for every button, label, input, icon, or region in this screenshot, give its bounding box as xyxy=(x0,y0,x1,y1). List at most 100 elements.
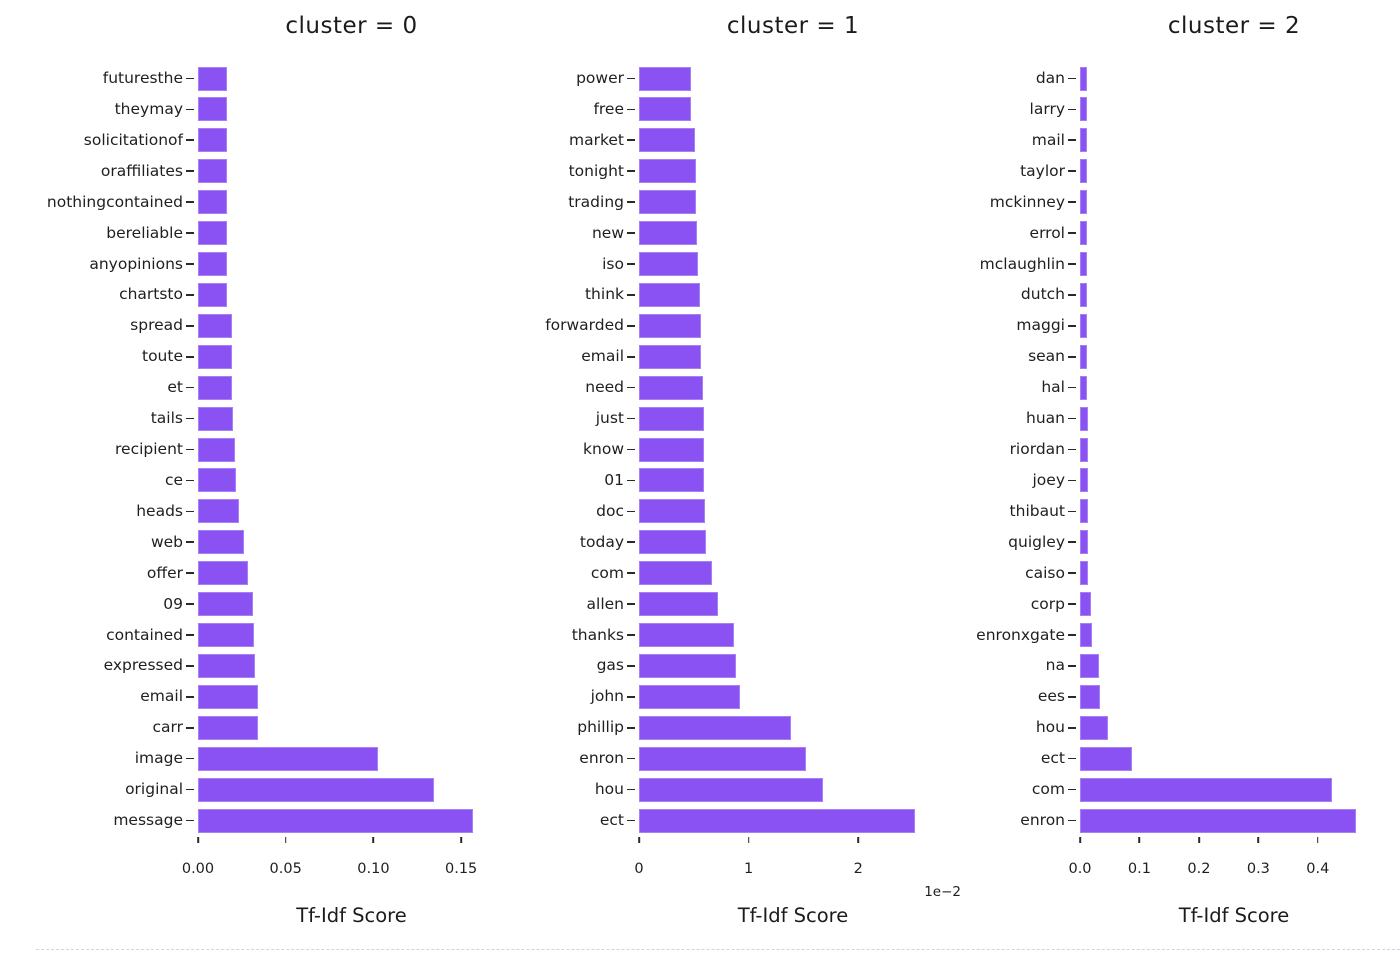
y-tick-label: na xyxy=(1045,656,1065,675)
x-axis-label: Tf-Idf Score xyxy=(737,904,849,927)
bar-row: ect xyxy=(1041,743,1388,774)
bar-row: power xyxy=(576,63,947,94)
bar xyxy=(639,406,704,431)
x-tick xyxy=(1257,837,1260,843)
bar-row: taylor xyxy=(1020,156,1388,187)
y-tick xyxy=(627,665,635,667)
y-tick-label: trading xyxy=(568,192,624,211)
y-tick xyxy=(1068,726,1076,729)
y-tick xyxy=(186,294,194,296)
bar-row: email xyxy=(140,681,505,712)
bar xyxy=(198,715,258,740)
y-tick xyxy=(1068,510,1076,513)
bar xyxy=(198,159,227,184)
bar-row: today xyxy=(580,527,947,558)
y-tick xyxy=(186,510,194,513)
y-tick xyxy=(627,232,635,234)
bar xyxy=(639,684,740,709)
bar-row: just xyxy=(596,403,947,434)
y-tick-label: toute xyxy=(142,347,183,366)
bar xyxy=(1080,715,1109,740)
y-tick-label: ect xyxy=(1040,749,1065,768)
y-tick-label: bereliable xyxy=(106,223,183,242)
y-tick xyxy=(1068,819,1076,822)
bar-row: bereliable xyxy=(106,218,505,249)
plot-area-cluster-2: dan larry mail taylor mckinney errol mclaughli… xyxy=(976,63,1388,877)
y-tick-label: com xyxy=(590,563,624,582)
bar-row: tonight xyxy=(569,156,947,187)
y-tick xyxy=(627,386,635,389)
bar-row: anyopinions xyxy=(89,249,505,280)
y-tick xyxy=(627,263,635,265)
bar xyxy=(1080,684,1101,709)
bar xyxy=(639,499,705,524)
y-tick xyxy=(186,634,194,636)
y-tick xyxy=(186,386,194,389)
bar xyxy=(1080,623,1093,648)
y-tick xyxy=(186,696,194,698)
y-tick-label: huan xyxy=(1026,409,1065,428)
bar xyxy=(1080,128,1087,153)
bar-row: think xyxy=(585,279,947,310)
bar-row: hal xyxy=(1041,372,1388,403)
y-tick-label: doc xyxy=(596,501,624,520)
y-tick-label: thibaut xyxy=(1009,501,1065,520)
bar xyxy=(198,592,253,617)
y-tick-label: expressed xyxy=(103,656,183,675)
bar xyxy=(198,190,227,215)
x-tick-label: 0.4 xyxy=(1306,861,1330,877)
x-tick-label: 0.2 xyxy=(1187,861,1211,877)
x-tick-label: 0.3 xyxy=(1246,861,1270,877)
bar xyxy=(1080,190,1087,215)
y-tick xyxy=(186,108,194,111)
bar xyxy=(639,159,697,184)
y-tick xyxy=(186,355,194,358)
y-tick-label: free xyxy=(593,99,624,118)
bar-row: sean xyxy=(1028,341,1388,372)
bar-row: image xyxy=(135,743,505,774)
bar-row: hou xyxy=(1036,712,1388,743)
y-tick-label: john xyxy=(590,687,624,706)
y-tick-label: theymay xyxy=(114,99,183,118)
bar xyxy=(639,623,735,648)
y-tick-label: dutch xyxy=(1020,285,1065,304)
y-tick-label: errol xyxy=(1029,223,1065,242)
bar xyxy=(639,468,705,493)
x-tick-label: 1 xyxy=(743,861,754,877)
bar-row: recipient xyxy=(115,434,505,465)
x-tick xyxy=(747,837,750,843)
x-tick-label: 2 xyxy=(853,861,863,877)
y-tick xyxy=(186,603,194,605)
y-tick xyxy=(186,541,194,544)
y-tick-label: enron xyxy=(1020,811,1065,830)
bar-row: dan xyxy=(1036,63,1388,94)
y-tick xyxy=(1068,263,1076,265)
bar-row: huan xyxy=(1026,403,1388,434)
y-tick-label: 09 xyxy=(163,594,183,613)
y-tick-label: 01 xyxy=(604,470,624,489)
y-tick xyxy=(1068,788,1076,791)
y-tick xyxy=(627,510,635,513)
x-tick xyxy=(1138,837,1141,843)
y-tick-label: taylor xyxy=(1020,161,1065,180)
y-tick-label: web xyxy=(150,532,183,551)
y-tick-label: enron xyxy=(579,749,624,768)
bar xyxy=(639,561,713,586)
bar-row: forwarded xyxy=(545,310,947,341)
y-tick-label: allen xyxy=(586,594,624,613)
y-tick-label: futuresthe xyxy=(102,69,183,87)
y-tick-label: anyopinions xyxy=(89,254,183,273)
x-axis-label: Tf-Idf Score xyxy=(296,904,407,927)
bar xyxy=(639,746,807,771)
y-tick xyxy=(186,726,194,729)
y-tick-label: hou xyxy=(1035,718,1065,737)
y-tick-label: carr xyxy=(152,718,184,737)
bar-row: trading xyxy=(568,187,947,218)
y-tick xyxy=(186,417,194,420)
y-tick xyxy=(627,77,635,80)
bar xyxy=(1080,592,1092,617)
y-tick-label: email xyxy=(581,347,624,366)
bar xyxy=(1080,97,1087,122)
y-tick xyxy=(186,448,194,451)
bar-row: quigley xyxy=(1008,527,1388,558)
